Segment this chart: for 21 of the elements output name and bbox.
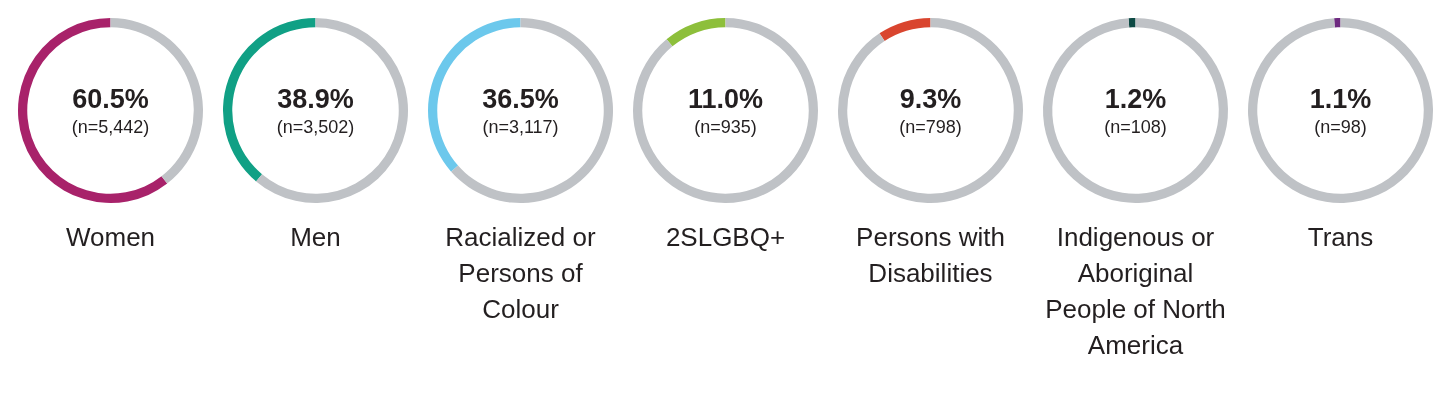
text: Women: [64, 221, 157, 254]
text: Trans: [1306, 221, 1375, 254]
text: (n=108): [1104, 117, 1167, 138]
data-label: 1.1%: [1309, 83, 1372, 114]
data-label: 1.2%: [1104, 83, 1167, 114]
data-label: 38.9%: [277, 83, 354, 114]
data-label: 60.5%: [72, 83, 149, 114]
text: Men: [289, 221, 342, 254]
text: Persons with Disabilities: [855, 221, 1006, 290]
text: (n=798): [899, 117, 962, 138]
text: (n=3,502): [276, 117, 355, 138]
text: (n=98): [1314, 117, 1367, 138]
data-label: 11.0%: [687, 83, 764, 114]
text: 2SLGBQ+: [664, 221, 787, 254]
text: (n=935): [694, 117, 757, 138]
data-label: 36.5%: [482, 83, 559, 114]
data-label: 9.3%: [899, 83, 962, 114]
text: (n=5,442): [71, 117, 150, 138]
text: Racialized or Persons of Colour: [444, 221, 597, 326]
text: Indigenous or Aboriginal People of North America: [1044, 221, 1227, 362]
text: (n=3,117): [482, 117, 559, 138]
